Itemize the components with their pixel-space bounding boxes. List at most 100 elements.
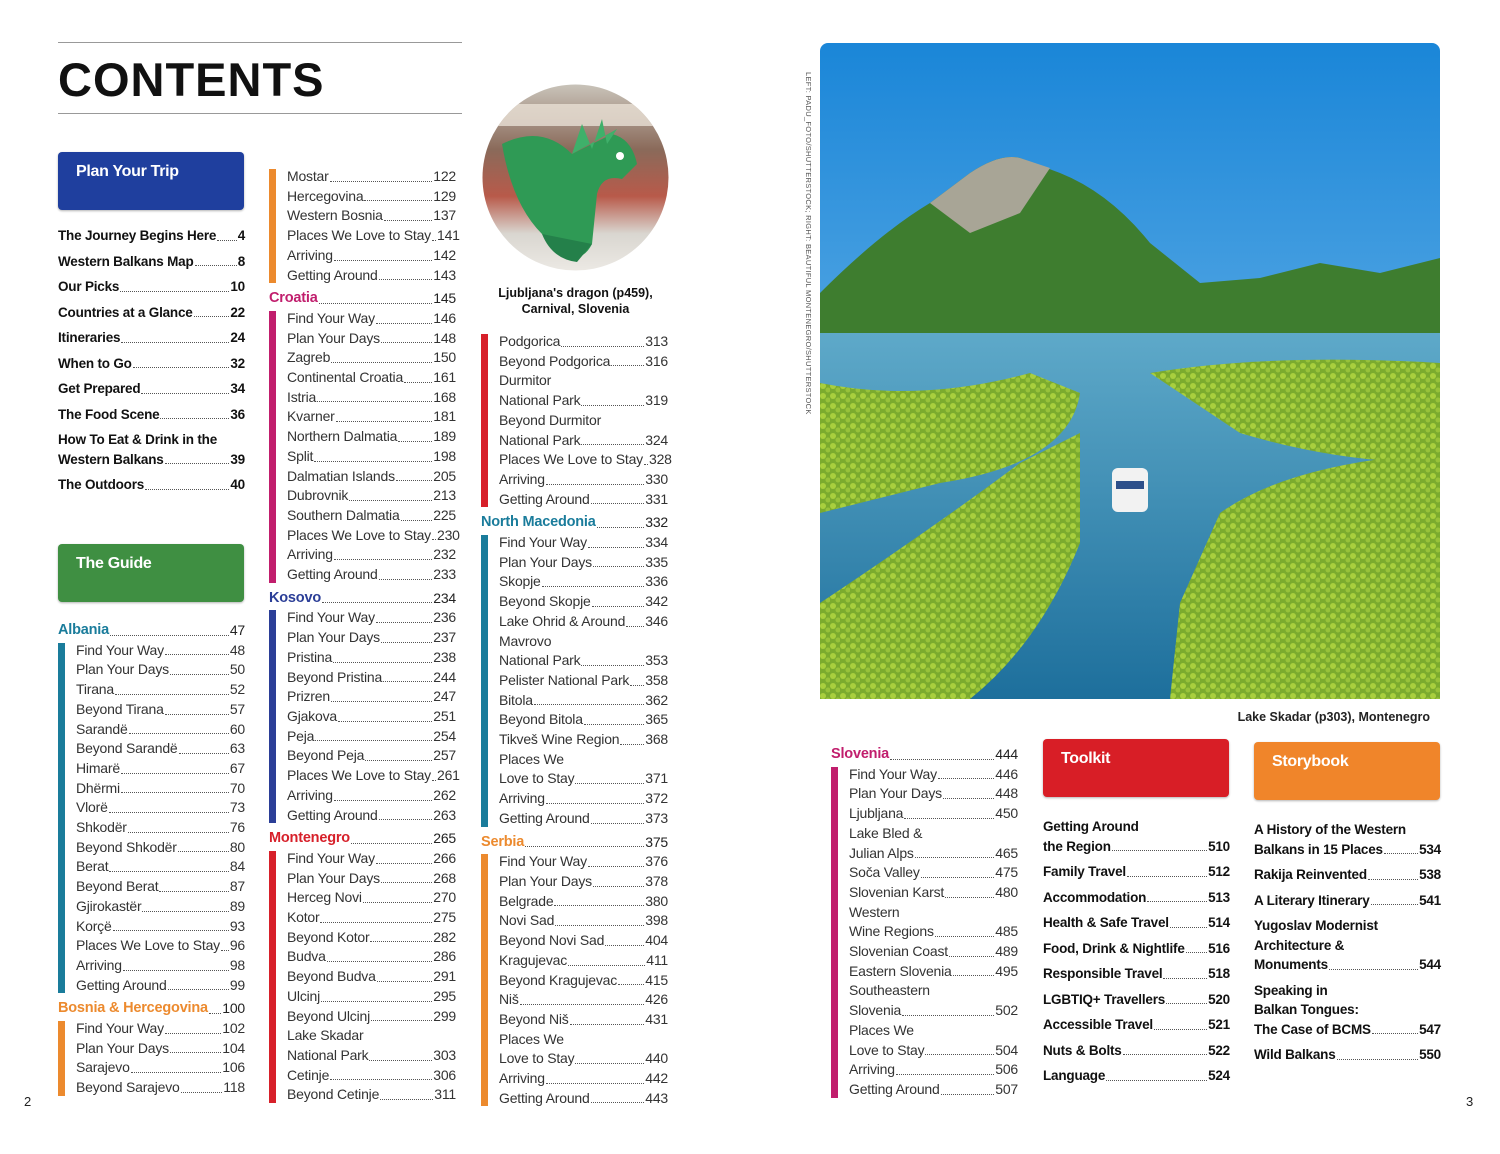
toc-entry[interactable]: Getting Around 373 (499, 809, 668, 829)
toc-entry[interactable]: Peja 254 (287, 727, 456, 747)
toc-entry[interactable]: Continental Croatia 161 (287, 368, 456, 388)
toc-entry[interactable]: Plan Your Days 148 (287, 329, 456, 349)
toc-entry[interactable]: Ljubljana 450 (849, 804, 1018, 824)
toc-entry[interactable]: Novi Sad 398 (499, 911, 668, 931)
toc-entry[interactable]: Northern Dalmatia 189 (287, 427, 456, 447)
toc-entry[interactable]: Arriving 232 (287, 545, 456, 565)
toc-entry[interactable]: Belgrade 380 (499, 892, 668, 912)
toc-entry[interactable]: Places We Love to Stay 504 (849, 1021, 1018, 1060)
toc-entry[interactable]: Skopje 336 (499, 572, 668, 592)
toc-entry[interactable]: Beyond Sarajevo 118 (76, 1078, 245, 1098)
toc-entry[interactable]: Beyond Pristina 244 (287, 668, 456, 688)
toc-entry[interactable]: Kragujevac 411 (499, 951, 668, 971)
toc-entry[interactable]: Plan Your Days 104 (76, 1039, 245, 1059)
toc-entry[interactable]: Hercegovina 129 (287, 187, 456, 207)
toc-entry[interactable]: Plan Your Days 268 (287, 869, 456, 889)
toc-entry[interactable]: Beyond Budva 291 (287, 967, 456, 987)
toc-entry[interactable]: Find Your Way 446 (849, 765, 1018, 785)
toc-entry[interactable]: Arriving 98 (76, 956, 245, 976)
toc-entry[interactable]: Rakija Reinvented 538 (1254, 865, 1441, 885)
toc-entry[interactable]: Gjakova 251 (287, 707, 456, 727)
toc-entry[interactable]: Vlorë 73 (76, 798, 245, 818)
toc-entry[interactable]: Getting Around 263 (287, 806, 456, 826)
toc-entry[interactable]: Arriving 262 (287, 786, 456, 806)
toc-entry[interactable]: Beyond Peja 257 (287, 746, 456, 766)
toc-entry[interactable]: Kvarner 181 (287, 407, 456, 427)
toc-entry[interactable]: Arriving 330 (499, 470, 668, 490)
toc-entry[interactable]: Beyond Shkodër 80 (76, 838, 245, 858)
toc-entry[interactable]: Beyond Niš 431 (499, 1010, 668, 1030)
toc-entry[interactable]: Get Prepared 34 (58, 379, 245, 399)
toc-entry[interactable]: Arriving 506 (849, 1060, 1018, 1080)
toc-entry[interactable]: The Journey Begins Here 4 (58, 226, 245, 246)
toc-entry[interactable]: Speaking in Balkan Tongues: The Case of BC… (1254, 981, 1441, 1040)
section-header[interactable]: Serbia 375 (481, 833, 668, 853)
toc-entry[interactable]: Places We Love to Stay 230 (287, 526, 460, 546)
toc-entry[interactable]: Lake Skadar National Park 303 (287, 1026, 456, 1065)
toc-entry[interactable]: LGBTIQ+ Travellers 520 (1043, 990, 1230, 1010)
toc-entry[interactable]: Beyond Podgorica 316 (499, 352, 668, 372)
toc-entry[interactable]: Gjirokastër 89 (76, 897, 245, 917)
toc-entry[interactable]: Health & Safe Travel 514 (1043, 913, 1230, 933)
toc-entry[interactable]: A Literary Itinerary 541 (1254, 891, 1441, 911)
toc-entry[interactable]: Places We Love to Stay 96 (76, 936, 245, 956)
toc-entry[interactable]: Itineraries 24 (58, 328, 245, 348)
section-box-the-guide[interactable]: The Guide (58, 544, 244, 602)
toc-entry[interactable]: Soča Valley 475 (849, 863, 1018, 883)
toc-entry[interactable]: Pelister National Park 358 (499, 671, 668, 691)
toc-entry[interactable]: Arriving 142 (287, 246, 456, 266)
toc-entry[interactable]: Language 524 (1043, 1066, 1230, 1086)
toc-entry[interactable]: Lake Ohrid & Around 346 (499, 612, 668, 632)
toc-entry[interactable]: Beyond Tirana 57 (76, 700, 245, 720)
toc-entry[interactable]: Places We Love to Stay 261 (287, 766, 460, 786)
section-box-toolkit[interactable]: Toolkit (1043, 739, 1229, 797)
toc-entry[interactable]: Beyond Ulcinj 299 (287, 1007, 456, 1027)
toc-entry[interactable]: Zagreb 150 (287, 348, 456, 368)
toc-entry[interactable]: Accessible Travel 521 (1043, 1015, 1230, 1035)
toc-entry[interactable]: Getting Around 99 (76, 976, 245, 996)
toc-entry[interactable]: Himarë 67 (76, 759, 245, 779)
section-box-plan-your-trip[interactable]: Plan Your Trip (58, 152, 244, 210)
toc-entry[interactable]: Family Travel 512 (1043, 862, 1230, 882)
toc-entry[interactable]: Tikveš Wine Region 368 (499, 730, 668, 750)
toc-entry[interactable]: Mavrovo National Park 353 (499, 632, 668, 671)
section-header[interactable]: Croatia 145 (269, 289, 456, 309)
toc-entry[interactable]: Find Your Way 48 (76, 641, 245, 661)
section-header[interactable]: Bosnia & Hercegovina 100 (58, 999, 245, 1019)
toc-entry[interactable]: Find Your Way 376 (499, 852, 668, 872)
toc-entry[interactable]: Plan Your Days 50 (76, 660, 245, 680)
toc-entry[interactable]: The Food Scene 36 (58, 405, 245, 425)
toc-entry[interactable]: Eastern Slovenia 495 (849, 962, 1018, 982)
toc-entry[interactable]: Southern Dalmatia 225 (287, 506, 456, 526)
toc-entry[interactable]: Getting Around 443 (499, 1089, 668, 1109)
toc-entry[interactable]: Places We Love to Stay 371 (499, 750, 668, 789)
toc-entry[interactable]: Southeastern Slovenia 502 (849, 981, 1018, 1020)
toc-entry[interactable]: Accommodation 513 (1043, 888, 1230, 908)
toc-entry[interactable]: Dalmatian Islands 205 (287, 467, 456, 487)
toc-entry[interactable]: Find Your Way 334 (499, 533, 668, 553)
toc-entry[interactable]: Pristina 238 (287, 648, 456, 668)
toc-entry[interactable]: Istria 168 (287, 388, 456, 408)
section-header[interactable]: Montenegro 265 (269, 829, 456, 849)
toc-entry[interactable]: Prizren 247 (287, 687, 456, 707)
toc-entry[interactable]: Beyond Kotor 282 (287, 928, 456, 948)
toc-entry[interactable]: Getting Around 507 (849, 1080, 1018, 1100)
toc-entry[interactable]: Slovenian Karst 480 (849, 883, 1018, 903)
section-header[interactable]: Kosovo 234 (269, 589, 456, 609)
toc-entry[interactable]: Korçë 93 (76, 917, 245, 937)
toc-entry[interactable]: Shkodër 76 (76, 818, 245, 838)
toc-entry[interactable]: Western Wine Regions 485 (849, 903, 1018, 942)
toc-entry[interactable]: Getting Around 143 (287, 266, 456, 286)
toc-entry[interactable]: Lake Bled & Julian Alps 465 (849, 824, 1018, 863)
toc-entry[interactable]: The Outdoors 40 (58, 475, 245, 495)
toc-entry[interactable]: Plan Your Days 237 (287, 628, 456, 648)
toc-entry[interactable]: Countries at a Glance 22 (58, 303, 245, 323)
toc-entry[interactable]: Plan Your Days 335 (499, 553, 668, 573)
toc-entry[interactable]: Western Bosnia 137 (287, 206, 456, 226)
section-box-storybook[interactable]: Storybook (1254, 742, 1440, 800)
toc-entry[interactable]: How To Eat & Drink in the Western Balkans… (58, 430, 245, 469)
toc-entry[interactable]: Beyond Durmitor National Park 324 (499, 411, 668, 450)
toc-entry[interactable]: Beyond Cetinje 311 (287, 1085, 456, 1105)
toc-entry[interactable]: Find Your Way 236 (287, 608, 456, 628)
toc-entry[interactable]: Western Balkans Map 8 (58, 252, 245, 272)
